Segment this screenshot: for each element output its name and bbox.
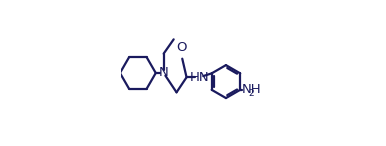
Text: HN: HN [190,71,209,84]
Text: 2: 2 [249,89,254,98]
Text: O: O [176,41,187,54]
Text: N: N [159,66,169,80]
Text: NH: NH [242,83,262,96]
